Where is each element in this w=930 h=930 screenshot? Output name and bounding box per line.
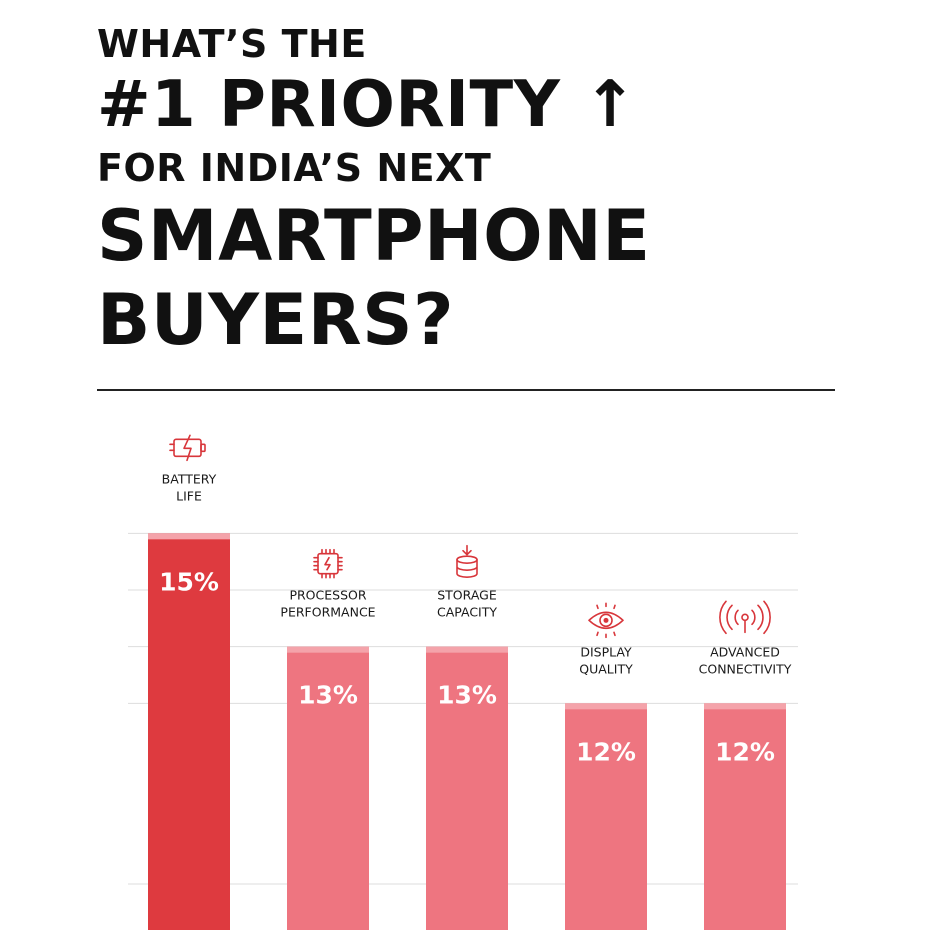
- category-label: PERFORMANCE: [280, 605, 375, 620]
- headline-line-5: BUYERS?: [97, 279, 455, 361]
- value-label: 12%: [576, 737, 636, 766]
- bar-cap: [287, 646, 369, 653]
- bars: 15% 13% 13% 12% 12%: [148, 533, 786, 930]
- category-label: STORAGE: [437, 588, 497, 603]
- category-label: DISPLAY: [580, 644, 632, 659]
- headline-line-4: SMARTPHONE: [97, 195, 651, 277]
- headline-divider: [97, 389, 835, 391]
- value-label: 12%: [715, 737, 775, 766]
- wireless-antenna-icon: [719, 600, 771, 635]
- category-label: QUALITY: [579, 661, 633, 676]
- value-label: 13%: [298, 681, 358, 710]
- headline: WHAT’S THE #1 PRIORITY ↑ FOR INDIA’S NEX…: [97, 20, 651, 362]
- bar-cap: [704, 703, 786, 710]
- bar: [148, 533, 230, 930]
- category-label: BATTERY: [162, 471, 217, 486]
- headline-line-2-text: #1 PRIORITY: [97, 68, 561, 142]
- category-label: PROCESSOR: [289, 588, 366, 603]
- category-label: CONNECTIVITY: [699, 661, 792, 676]
- value-label: 13%: [437, 681, 497, 710]
- bar: [426, 646, 508, 930]
- value-label: 15%: [159, 567, 219, 596]
- headline-line-2: #1 PRIORITY ↑: [97, 68, 651, 142]
- category-icons: [169, 434, 771, 639]
- processor-chip-icon: [313, 548, 343, 579]
- headline-line-1: WHAT’S THE: [97, 22, 367, 66]
- eye-icon: [588, 602, 624, 639]
- category-labels: BATTERY LIFE PROCESSOR PERFORMANCE STORAGE CA…: [162, 471, 792, 676]
- bar: [287, 646, 369, 930]
- category-label: LIFE: [176, 488, 202, 503]
- storage-database-icon: [456, 544, 478, 578]
- bar-cap: [426, 646, 508, 653]
- category-label: CAPACITY: [437, 605, 497, 620]
- battery-charging-icon: [169, 434, 206, 462]
- up-arrow-icon: ↑: [583, 68, 638, 142]
- category-label: ADVANCED: [710, 644, 780, 659]
- headline-line-3: FOR INDIA’S NEXT: [97, 146, 492, 190]
- bar: [704, 703, 786, 930]
- bar-cap: [565, 703, 647, 710]
- bar-cap: [148, 533, 230, 540]
- bar: [565, 703, 647, 930]
